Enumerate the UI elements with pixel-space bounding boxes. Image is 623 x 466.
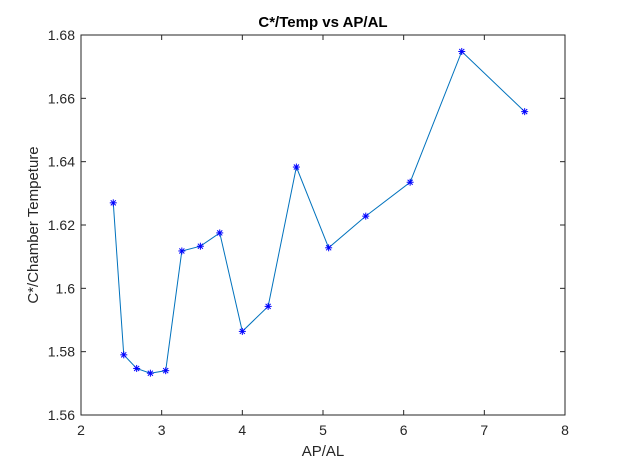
y-axis-label: C*/Chamber Tempeture [25,146,42,303]
data-point-marker [406,178,414,186]
data-point-marker [238,327,246,335]
data-point-marker [196,242,204,250]
chart-title: C*/Temp vs AP/AL [258,14,387,31]
x-tick-label: 3 [158,422,166,438]
y-tick-label: 1.64 [48,154,75,170]
tick-labels-group: 2 3 4 5 6 7 8 1.56 1.58 1.6 1.62 1.64 1.66 1.68 [48,27,569,438]
y-tick-label: 1.58 [48,344,75,360]
axes-background [81,35,565,415]
y-tick-label: 1.56 [48,407,75,423]
data-point-marker [133,364,141,372]
x-tick-label: 8 [561,422,569,438]
data-point-marker [146,369,154,377]
x-tick-label: 6 [400,422,408,438]
series-group [109,47,529,377]
x-tick-label: 2 [77,422,85,438]
data-point-marker [264,302,272,310]
data-point-marker [292,163,300,171]
data-point-marker [325,244,333,252]
x-tick-label: 7 [480,422,488,438]
data-point-marker [120,351,128,359]
axes-box [80,34,566,416]
series-line [112,50,526,374]
y-tick-label: 1.6 [56,280,76,296]
data-point-marker [162,367,170,375]
data-point-marker [178,247,186,255]
data-point-marker [458,47,466,55]
x-tick-label: 4 [238,422,246,438]
y-tick-label: 1.62 [48,217,75,233]
y-tick-label: 1.66 [48,90,75,106]
x-axis-label: AP/AL [302,443,345,460]
x-tick-label: 5 [319,422,327,438]
y-tick-label: 1.68 [48,27,75,43]
data-point-marker [362,212,370,220]
data-point-marker [109,199,117,207]
data-point-marker [521,108,529,116]
data-point-marker [216,229,224,237]
